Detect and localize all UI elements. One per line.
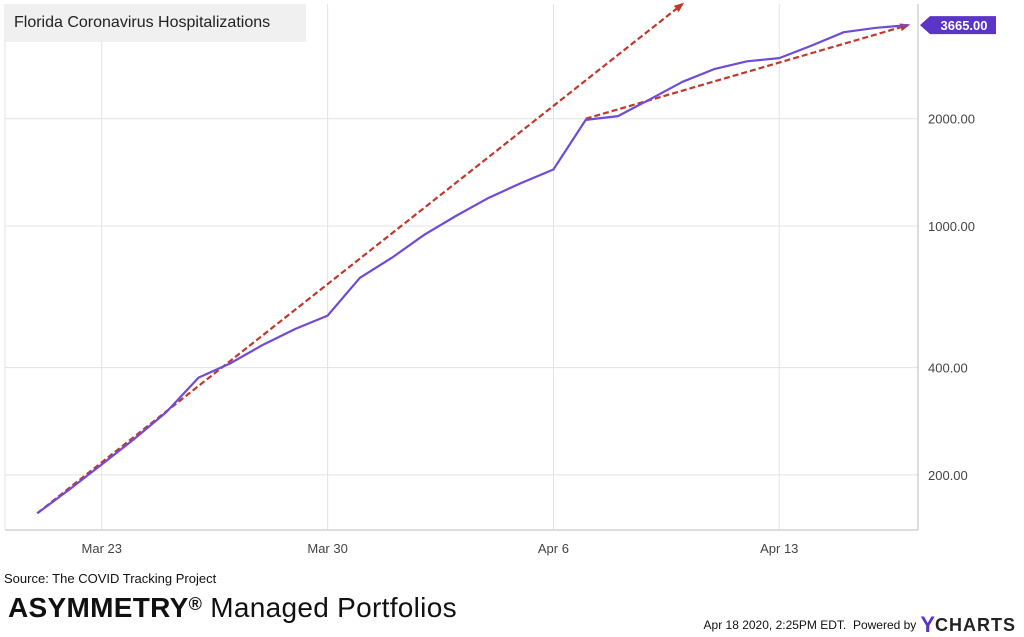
axes: 200.00 400.00 1000.00 2000.00 Mar 23 Mar 30 Ap… bbox=[4, 4, 975, 556]
last-value-badge: 3665.00 bbox=[920, 16, 996, 35]
y-tick-label: 200.00 bbox=[928, 468, 968, 483]
trendline-arrow bbox=[36, 2, 685, 515]
chart-title: Florida Coronavirus Hospitalizations bbox=[14, 14, 271, 31]
x-tick-label: Apr 6 bbox=[538, 541, 569, 556]
ycharts-logo-y: Y bbox=[920, 612, 935, 637]
brand-registered: ® bbox=[188, 594, 203, 614]
trendline-arrow bbox=[585, 23, 911, 120]
timestamp: Apr 18 2020, 2:25PM EDT. bbox=[703, 618, 847, 632]
last-value-label: 3665.00 bbox=[941, 18, 988, 33]
brand-rest: Managed Portfolios bbox=[202, 592, 457, 623]
powered-by: Powered by bbox=[852, 618, 917, 632]
footer-right: Apr 18 2020, 2:25PM EDT. Powered by YCHAR… bbox=[703, 609, 1016, 637]
x-tick-label: Mar 23 bbox=[82, 541, 122, 556]
last-value-badge-shape bbox=[920, 16, 996, 35]
title-box bbox=[4, 4, 306, 42]
y-tick-label: 1000.00 bbox=[928, 219, 975, 234]
x-tick-label: Apr 13 bbox=[760, 541, 798, 556]
grid bbox=[5, 4, 918, 530]
ycharts-logo-charts: CHARTS bbox=[935, 615, 1016, 635]
source-note: Source: The COVID Tracking Project bbox=[4, 571, 217, 586]
y-tick-label: 400.00 bbox=[928, 361, 968, 376]
x-tick-label: Mar 30 bbox=[307, 541, 347, 556]
y-tick-label: 2000.00 bbox=[928, 112, 975, 127]
trendlines bbox=[36, 2, 911, 515]
series-line bbox=[36, 24, 909, 515]
brand-main: ASYMMETRY bbox=[8, 592, 189, 623]
series bbox=[36, 24, 909, 515]
brand-logo: ASYMMETRY® Managed Portfolios bbox=[8, 592, 457, 624]
